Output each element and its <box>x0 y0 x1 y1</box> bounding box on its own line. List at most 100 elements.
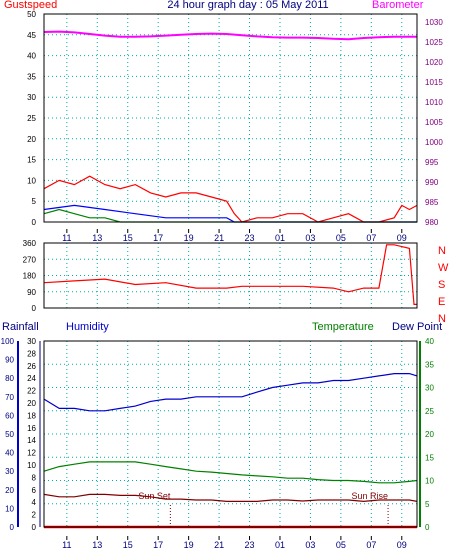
sun-set-label: Sun Set <box>138 491 171 501</box>
x-tick-label: 09 <box>397 540 407 550</box>
gust-tick-label: 40 <box>27 52 36 61</box>
temperature-tick-label: 0 <box>425 523 430 532</box>
humidity-tick-label: 10 <box>5 504 14 513</box>
x-tick-label: 07 <box>366 233 376 243</box>
baro-tick-label: 1010 <box>425 98 443 107</box>
gust-tick-label: 10 <box>27 176 36 185</box>
series-wind-direction <box>43 244 417 305</box>
baro-tick-label: 1015 <box>425 78 443 87</box>
humidity-tick-label: 40 <box>5 449 14 458</box>
rain-tick-label: 0 <box>32 523 37 532</box>
baro-tick-label: 985 <box>425 198 439 207</box>
x-tick-label: 23 <box>245 540 255 550</box>
direction-tick-label: 270 <box>23 255 37 264</box>
x-tick-label: 17 <box>153 233 163 243</box>
rain-tick-label: 14 <box>27 436 36 445</box>
humidity-label: Humidity <box>66 321 109 333</box>
gust-tick-label: 15 <box>27 156 36 165</box>
x-tick-label: 01 <box>275 540 285 550</box>
x-tick-label: 05 <box>336 233 346 243</box>
baro-tick-label: 980 <box>425 218 439 227</box>
rain-tick-label: 20 <box>27 399 36 408</box>
temperature-tick-label: 25 <box>425 407 434 416</box>
temperature-tick-label: 5 <box>425 500 430 509</box>
x-tick-label: 11 <box>62 233 71 243</box>
rain-tick-label: 18 <box>27 411 36 420</box>
gustspeed-label: Gustspeed <box>4 0 57 11</box>
humidity-tick-label: 100 <box>1 337 15 346</box>
temperature-tick-label: 30 <box>425 384 434 393</box>
x-tick-label: 09 <box>397 233 407 243</box>
gust-tick-label: 25 <box>27 114 36 123</box>
x-tick-label: 21 <box>214 233 224 243</box>
rain-tick-label: 4 <box>32 498 37 507</box>
x-tick-label: 17 <box>153 540 163 550</box>
humidity-tick-label: 20 <box>5 486 14 495</box>
compass-letter: N <box>438 245 446 257</box>
temperature-tick-label: 15 <box>425 453 434 462</box>
gust-tick-label: 35 <box>27 72 36 81</box>
humidity-tick-label: 0 <box>10 523 15 532</box>
x-tick-label: 15 <box>123 233 133 243</box>
compass-letter: W <box>438 262 449 274</box>
temperature-tick-label: 40 <box>425 337 434 346</box>
rain-tick-label: 2 <box>32 511 37 520</box>
x-tick-label: 23 <box>245 233 255 243</box>
compass-letter: E <box>438 296 445 308</box>
gust-tick-label: 50 <box>27 10 36 19</box>
gust-tick-label: 45 <box>27 31 36 40</box>
x-tick-label: 11 <box>62 540 71 550</box>
series-dew-point <box>43 493 418 503</box>
x-tick-label: 03 <box>305 233 315 243</box>
humidity-tick-label: 50 <box>5 430 14 439</box>
x-tick-label: 13 <box>92 540 102 550</box>
rain-tick-label: 30 <box>27 337 36 346</box>
temperature-tick-label: 10 <box>425 477 434 486</box>
baro-tick-label: 1030 <box>425 18 443 27</box>
rain-tick-label: 24 <box>27 374 36 383</box>
series-barometer <box>43 30 417 41</box>
gust-tick-label: 20 <box>27 135 36 144</box>
baro-tick-label: 990 <box>425 178 439 187</box>
x-tick-label: 03 <box>305 540 315 550</box>
x-tick-label: 19 <box>184 233 194 243</box>
x-tick-label: 05 <box>336 540 346 550</box>
compass-letter: N <box>438 313 446 325</box>
humidity-tick-label: 70 <box>5 393 14 402</box>
plot-frame <box>43 13 418 223</box>
dew-point-label: Dew Point <box>392 321 442 333</box>
compass-letter: S <box>438 279 445 291</box>
x-tick-label: 21 <box>214 540 224 550</box>
series-temperature <box>43 461 418 484</box>
rain-tick-label: 8 <box>32 473 37 482</box>
plot-frame <box>43 242 418 309</box>
x-tick-label: 19 <box>184 540 194 550</box>
gust-tick-label: 30 <box>27 93 36 102</box>
humidity-tick-label: 60 <box>5 411 14 420</box>
rainfall-label: Rainfall <box>2 321 39 333</box>
rain-tick-label: 12 <box>27 449 36 458</box>
baro-tick-label: 1025 <box>425 38 443 47</box>
gust-tick-label: 5 <box>32 197 37 206</box>
series-gustspeed <box>43 175 418 223</box>
baro-tick-label: 1020 <box>425 58 443 67</box>
rain-tick-label: 28 <box>27 349 36 358</box>
temperature-label: Temperature <box>312 321 374 333</box>
humidity-tick-label: 80 <box>5 374 14 383</box>
baro-tick-label: 1000 <box>425 138 443 147</box>
rain-tick-label: 6 <box>32 486 37 495</box>
x-tick-label: 07 <box>366 540 376 550</box>
sun-rise-label: Sun Rise <box>352 491 389 501</box>
rain-tick-label: 22 <box>27 387 36 396</box>
direction-tick-label: 90 <box>27 288 36 297</box>
x-tick-label: 15 <box>123 540 133 550</box>
x-tick-label: 01 <box>275 233 285 243</box>
temperature-tick-label: 20 <box>425 430 434 439</box>
chart-title: 24 hour graph day : 05 May 2011 <box>167 0 328 11</box>
series-humidity <box>43 373 418 412</box>
x-tick-label: 13 <box>92 233 102 243</box>
baro-tick-label: 995 <box>425 158 439 167</box>
rain-tick-label: 16 <box>27 424 36 433</box>
